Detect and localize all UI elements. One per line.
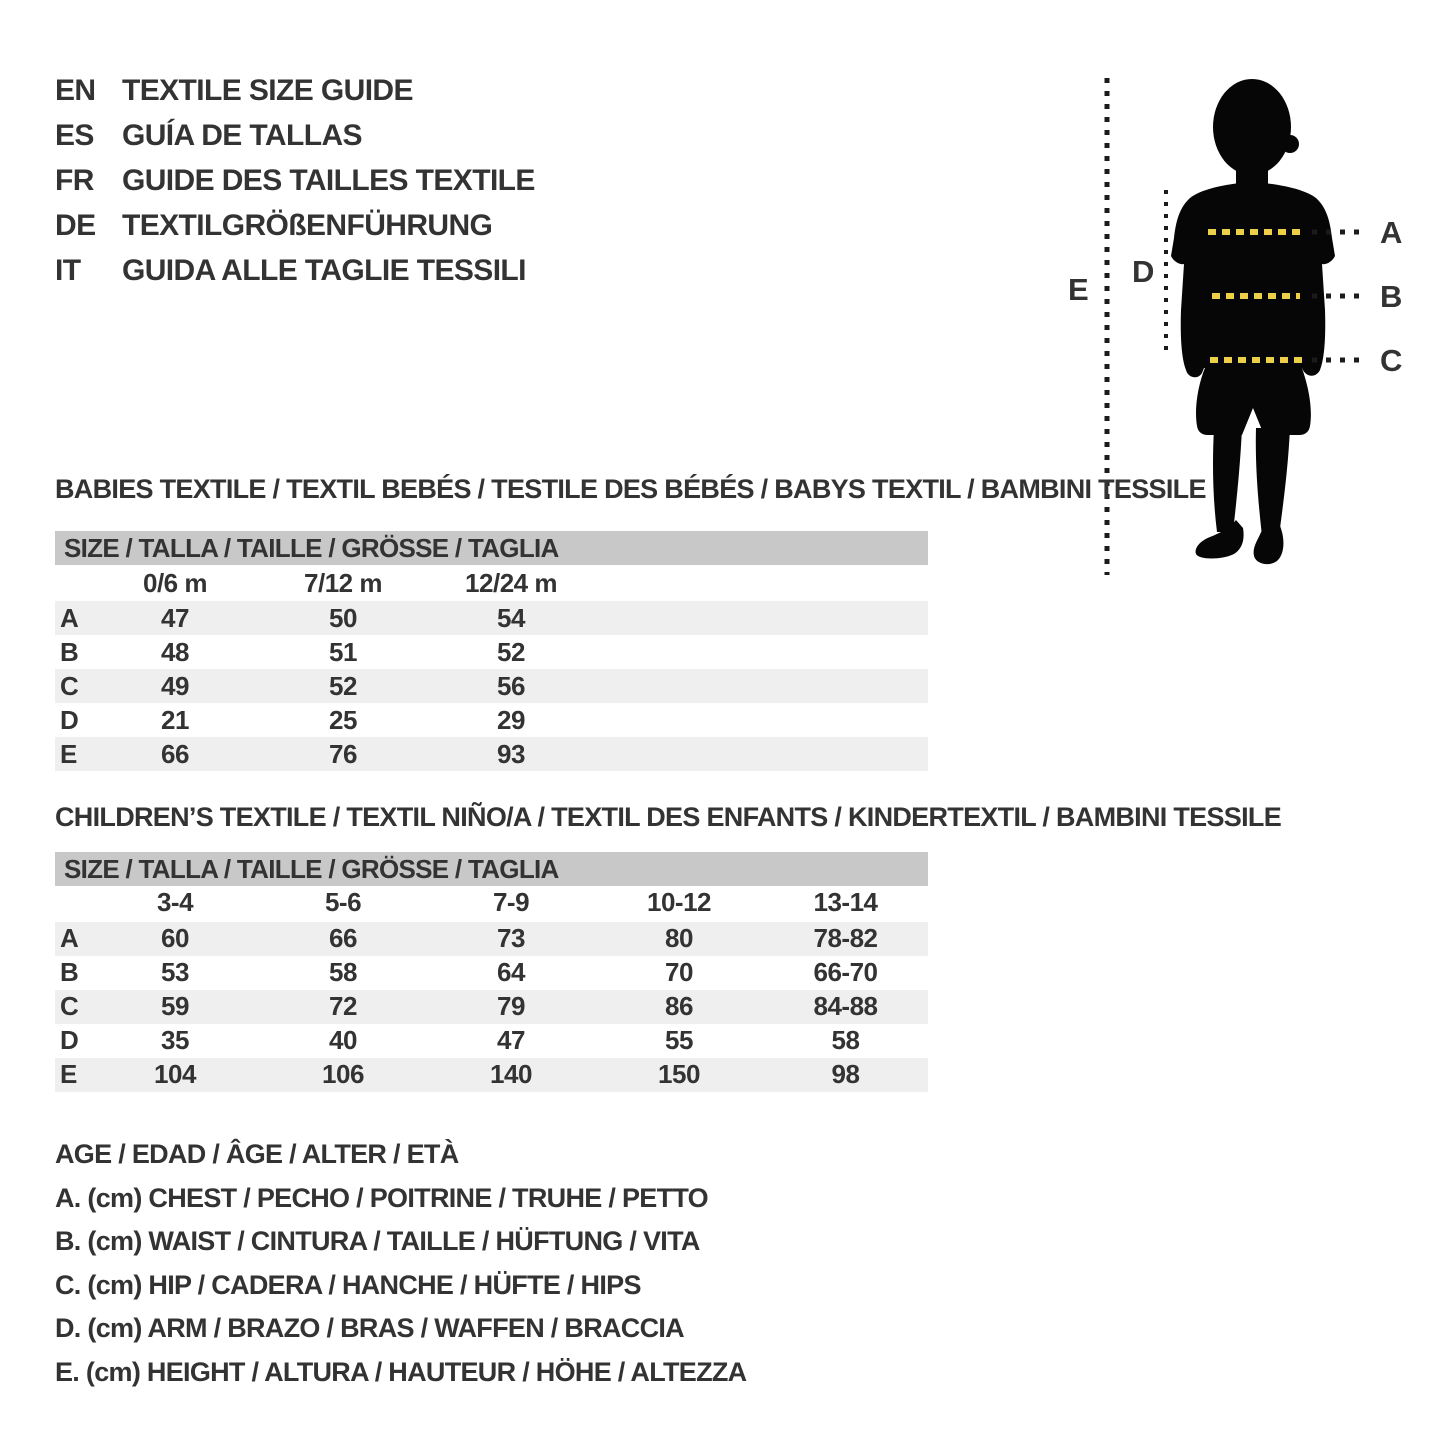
lang-code-de: DE: [55, 209, 96, 242]
children-col-header: 10-12: [647, 887, 712, 918]
babies-size-table: SIZE / TALLA / TAILLE / GRÖSSE / TAGLIA …: [55, 531, 928, 771]
children-row-a: A 60 66 73 80 78-82: [55, 922, 928, 956]
children-row-e: E 104 106 140 150 98: [55, 1058, 928, 1092]
figure-label-b: B: [1380, 279, 1402, 314]
lang-code-fr: FR: [55, 164, 94, 197]
language-title-block: EN TEXTILE SIZE GUIDE ES GUÍA DE TALLAS …: [55, 68, 535, 293]
babies-section-title: BABIES TEXTILE / TEXTIL BEBÉS / TESTILE …: [55, 474, 1206, 504]
babies-col-header: 0/6 m: [143, 567, 208, 598]
legend-age: AGE / EDAD / ÂGE / ALTER / ETÀ: [55, 1139, 459, 1169]
legend-waist: B. (cm) WAIST / CINTURA / TAILLE / HÜFTU…: [55, 1226, 700, 1256]
lang-label-es: GUÍA DE TALLAS: [122, 119, 363, 152]
children-section-title: CHILDREN’S TEXTILE / TEXTIL NIÑO/A / TEX…: [55, 802, 1282, 832]
lang-label-de: TEXTILGRÖßENFÜHRUNG: [122, 209, 493, 242]
silhouette-head: [1213, 79, 1291, 175]
lang-row-fr: FR GUIDE DES TAILLES TEXTILE: [55, 158, 535, 203]
silhouette-right-leg: [1255, 428, 1290, 536]
silhouette-torso: [1171, 182, 1335, 378]
babies-row-d: D 21 25 29: [60, 704, 525, 735]
lang-row-en: EN TEXTILE SIZE GUIDE: [55, 68, 535, 113]
silhouette-ear: [1281, 135, 1299, 153]
babies-row-b: B 48 51 52: [60, 636, 525, 667]
lang-row-es: ES GUÍA DE TALLAS: [55, 113, 535, 158]
child-measurement-figure: A B C D E: [1068, 78, 1402, 575]
legend-arm: D. (cm) ARM / BRAZO / BRAS / WAFFEN / BR…: [55, 1313, 685, 1343]
children-size-header-band: SIZE / TALLA / TAILLE / GRÖSSE / TAGLIA: [55, 852, 928, 886]
figure-label-c: C: [1380, 343, 1402, 378]
legend-hip: C. (cm) HIP / CADERA / HANCHE / HÜFTE / …: [55, 1269, 641, 1300]
lang-code-es: ES: [55, 119, 94, 152]
legend-chest: A. (cm) CHEST / PECHO / POITRINE / TRUHE…: [55, 1182, 709, 1213]
children-row-b: B 53 58 64 70 66-70: [60, 956, 878, 987]
silhouette-shorts: [1196, 363, 1311, 435]
children-size-table: SIZE / TALLA / TAILLE / GRÖSSE / TAGLIA …: [55, 852, 928, 1092]
silhouette-right-shoe: [1253, 526, 1284, 565]
children-size-header-label: SIZE / TALLA / TAILLE / GRÖSSE / TAGLIA: [64, 853, 559, 884]
silhouette-left-leg: [1213, 428, 1242, 532]
babies-row-c: C 49 52 56: [55, 669, 928, 703]
lang-label-it: GUIDA ALLE TAGLIE TESSILI: [122, 254, 526, 287]
babies-size-header-band: SIZE / TALLA / TAILLE / GRÖSSE / TAGLIA: [55, 531, 928, 565]
lang-row-de: DE TEXTILGRÖßENFÜHRUNG: [55, 203, 535, 248]
lang-label-en: TEXTILE SIZE GUIDE: [122, 74, 414, 107]
children-col-header: 5-6: [324, 887, 362, 918]
children-col-header: 13-14: [813, 887, 879, 918]
legend-height: E. (cm) HEIGHT / ALTURA / HAUTEUR / HÖHE…: [55, 1356, 747, 1387]
babies-column-header-row: 0/6 m 7/12 m 12/24 m: [55, 565, 928, 601]
figure-label-a: A: [1380, 215, 1402, 250]
lang-code-it: IT: [55, 254, 81, 287]
figure-label-d: D: [1132, 254, 1154, 289]
babies-col-header: 7/12 m: [304, 567, 382, 598]
lang-label-fr: GUIDE DES TAILLES TEXTILE: [122, 164, 535, 197]
children-column-header-row: 3-4 5-6 7-9 10-12 13-14: [55, 886, 928, 922]
silhouette-left-shoe: [1195, 520, 1244, 559]
children-row-c: C 59 72 79 86 84-88: [55, 990, 928, 1024]
measurement-legend: AGE / EDAD / ÂGE / ALTER / ETÀ A. (cm) C…: [55, 1133, 747, 1394]
babies-col-header: 12/24 m: [465, 567, 557, 598]
lang-row-it: IT GUIDA ALLE TAGLIE TESSILI: [55, 248, 535, 293]
babies-size-header-label: SIZE / TALLA / TAILLE / GRÖSSE / TAGLIA: [64, 532, 559, 563]
children-col-header: 7-9: [492, 887, 530, 918]
figure-label-e: E: [1068, 272, 1089, 307]
babies-row-a: A 47 50 54: [55, 601, 928, 635]
babies-row-e: E 66 76 93: [55, 737, 928, 771]
lang-code-en: EN: [55, 74, 96, 107]
children-col-header: 3-4: [156, 887, 194, 918]
children-row-d: D 35 40 47 55 58: [60, 1024, 860, 1055]
